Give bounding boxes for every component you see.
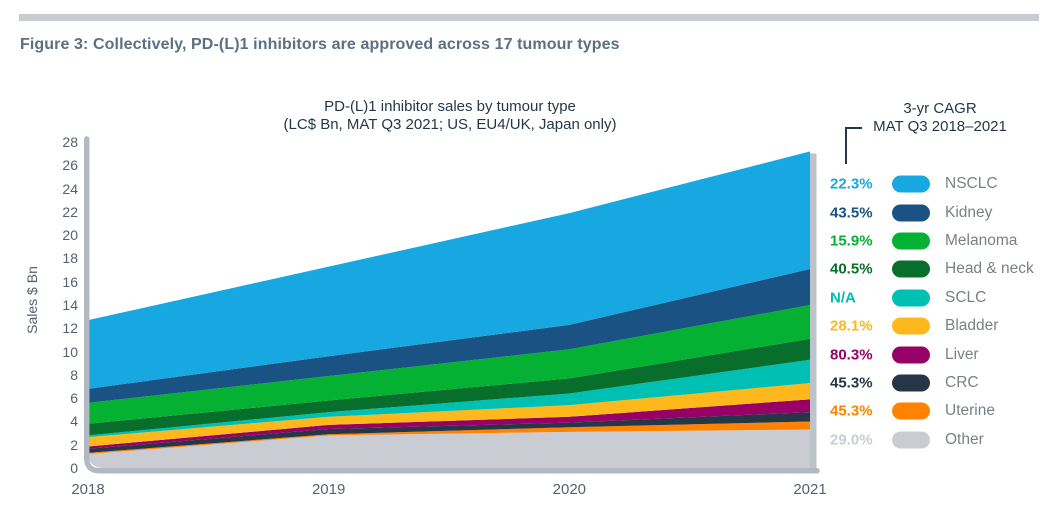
- y-tick-label: 12: [62, 320, 78, 337]
- y-tick-label: 16: [62, 273, 78, 290]
- legend-cagr-value: 29.0%: [830, 431, 873, 449]
- chart-title-line2: (LC$ Bn, MAT Q3 2021; US, EU4/UK, Japan …: [283, 116, 617, 133]
- legend-swatch-pill: [892, 289, 930, 307]
- legend-row-sclc: N/A SCLC: [830, 284, 1055, 312]
- legend-swatch-pill: [892, 346, 930, 364]
- legend-label: CRC: [945, 373, 979, 391]
- legend-row-liver: 80.3% Liver: [830, 340, 1055, 368]
- legend-cagr-value: 45.3%: [830, 402, 873, 420]
- legend-bracket-line: [845, 127, 862, 164]
- legend-swatch-pill: [892, 175, 930, 193]
- legend-label: Liver: [945, 345, 979, 363]
- y-tick-label: 20: [62, 227, 78, 244]
- area-kidney: [88, 268, 810, 403]
- y-tick-label: 26: [62, 157, 78, 174]
- area-sclc: [88, 359, 810, 438]
- chart-edge-shadow: [810, 153, 817, 471]
- x-tick-label: 2021: [793, 481, 827, 498]
- legend-label: Bladder: [945, 317, 999, 335]
- legend-label: Uterine: [945, 402, 995, 420]
- legend-swatch-pill: [892, 431, 930, 449]
- legend-row-bladder: 28.1% Bladder: [830, 312, 1055, 340]
- legend-swatch-pill: [892, 204, 930, 222]
- legend-row-melanoma: 15.9% Melanoma: [830, 227, 1055, 255]
- y-tick-label: 8: [70, 366, 78, 383]
- legend: 22.3% NSCLC 43.5% Kidney 15.9% Melanoma 40.5% H…: [830, 170, 1055, 454]
- x-tick-label: 2020: [552, 481, 587, 498]
- legend-row-other: 29.0% Other: [830, 426, 1055, 454]
- legend-cagr-value: N/A: [830, 289, 856, 307]
- legend-cagr-value: 40.5%: [830, 260, 873, 278]
- y-tick-label: 14: [62, 297, 78, 314]
- area-head-neck: [88, 338, 810, 436]
- y-tick-label: 6: [70, 390, 78, 407]
- legend-row-kidney: 43.5% Kidney: [830, 198, 1055, 226]
- x-tick-label: 2019: [311, 481, 346, 498]
- legend-label: Head & neck: [945, 260, 1034, 278]
- legend-label: Melanoma: [945, 231, 1018, 249]
- area-crc: [88, 412, 810, 453]
- figure-title: Figure 3: Collectively, PD-(L)1 inhibito…: [20, 36, 620, 53]
- chart-title-line1: PD-(L)1 inhibitor sales by tumour type: [324, 98, 576, 115]
- y-tick-label: 10: [62, 343, 78, 360]
- legend-row-nsclc: 22.3% NSCLC: [830, 170, 1055, 198]
- y-tick-label: 24: [62, 180, 78, 197]
- y-tick-label: 18: [62, 250, 78, 267]
- legend-swatch-pill: [892, 374, 930, 392]
- legend-row-crc: 45.3% CRC: [830, 369, 1055, 397]
- legend-header-line2: MAT Q3 2018–2021: [873, 118, 1007, 135]
- legend-cagr-value: 22.3%: [830, 175, 873, 193]
- legend-row-uterine: 45.3% Uterine: [830, 397, 1055, 425]
- legend-label: NSCLC: [945, 175, 998, 193]
- legend-cagr-value: 28.1%: [830, 317, 873, 335]
- y-tick-label: 28: [62, 134, 78, 151]
- legend-swatch-pill: [892, 402, 930, 420]
- legend-header-line1: 3-yr CAGR: [903, 100, 977, 117]
- legend-swatch-pill: [892, 260, 930, 278]
- legend-label: SCLC: [945, 288, 987, 306]
- area-bladder: [88, 383, 810, 447]
- legend-label: Kidney: [945, 203, 993, 221]
- area-nsclc: [88, 151, 810, 389]
- axis-line: [83, 136, 820, 474]
- chart-title: PD-(L)1 inhibitor sales by tumour type (…: [190, 98, 710, 134]
- area-liver: [88, 399, 810, 449]
- area-melanoma: [88, 305, 810, 424]
- legend-cagr-value: 43.5%: [830, 204, 873, 222]
- legend-cagr-value: 15.9%: [830, 232, 873, 250]
- top-divider-bar: [19, 14, 1039, 21]
- x-tick-label: 2018: [71, 481, 105, 498]
- legend-cagr-value: 80.3%: [830, 346, 873, 364]
- area-uterine: [88, 421, 810, 455]
- legend-swatch-pill: [892, 232, 930, 250]
- y-tick-label: 4: [70, 413, 78, 430]
- y-tick-label: 0: [70, 460, 78, 476]
- legend-row-head-neck: 40.5% Head & neck: [830, 255, 1055, 283]
- legend-swatch-pill: [892, 317, 930, 335]
- y-tick-label: 2: [70, 436, 78, 453]
- legend-label: Other: [945, 430, 984, 448]
- legend-cagr-value: 45.3%: [830, 374, 873, 392]
- y-tick-label: 22: [62, 203, 78, 220]
- area-other: [88, 429, 810, 468]
- legend-header: 3-yr CAGR MAT Q3 2018–2021: [845, 100, 1035, 136]
